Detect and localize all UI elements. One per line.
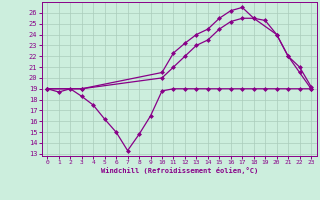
X-axis label: Windchill (Refroidissement éolien,°C): Windchill (Refroidissement éolien,°C) [100,167,258,174]
